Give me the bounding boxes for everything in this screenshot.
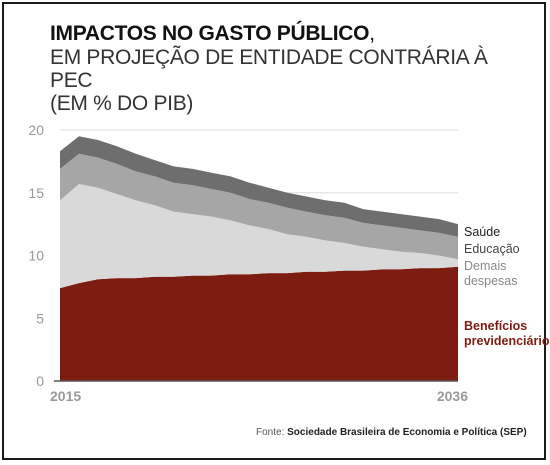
x-tick-label: 2036 [437,388,468,404]
legend-label: Educação [464,242,520,256]
area-educacao [60,153,458,260]
chart-units: (EM % DO PIB) [50,92,194,115]
legend-label: Demais [464,259,506,273]
legend-label: Benefícios [464,319,527,333]
source-label: Fonte: [256,427,285,438]
chart-title-main: IMPACTOS NO GASTO PÚBLICO [50,22,370,45]
source-text: Sociedade Brasileira de Economia e Polít… [287,427,527,438]
y-tick-label: 15 [28,185,44,201]
y-tick-label: 0 [36,373,44,389]
source-note: Fonte: Sociedade Brasileira de Economia … [256,427,527,438]
legend-label: Saúde [464,225,500,239]
area-beneficios-previdenciarios [60,266,458,381]
y-tick-label: 5 [36,310,44,326]
y-tick-label: 10 [28,248,44,264]
chart-title-comma: , [369,22,375,45]
x-tick-label: 2015 [50,388,81,404]
area-saude [60,136,458,237]
legend-label: previdenciários [464,334,550,348]
chart-title: IMPACTOS NO GASTO PÚBLICO, [50,22,530,46]
area-demais-despesas [60,184,458,289]
legend-label: despesas [464,274,518,288]
chart-subtitle: EM PROJEÇÃO DE ENTIDADE CONTRÁRIA À PEC [50,46,488,92]
chart-title-block: IMPACTOS NO GASTO PÚBLICO, EM PROJEÇÃO D… [50,22,530,115]
y-tick-label: 20 [28,122,44,138]
